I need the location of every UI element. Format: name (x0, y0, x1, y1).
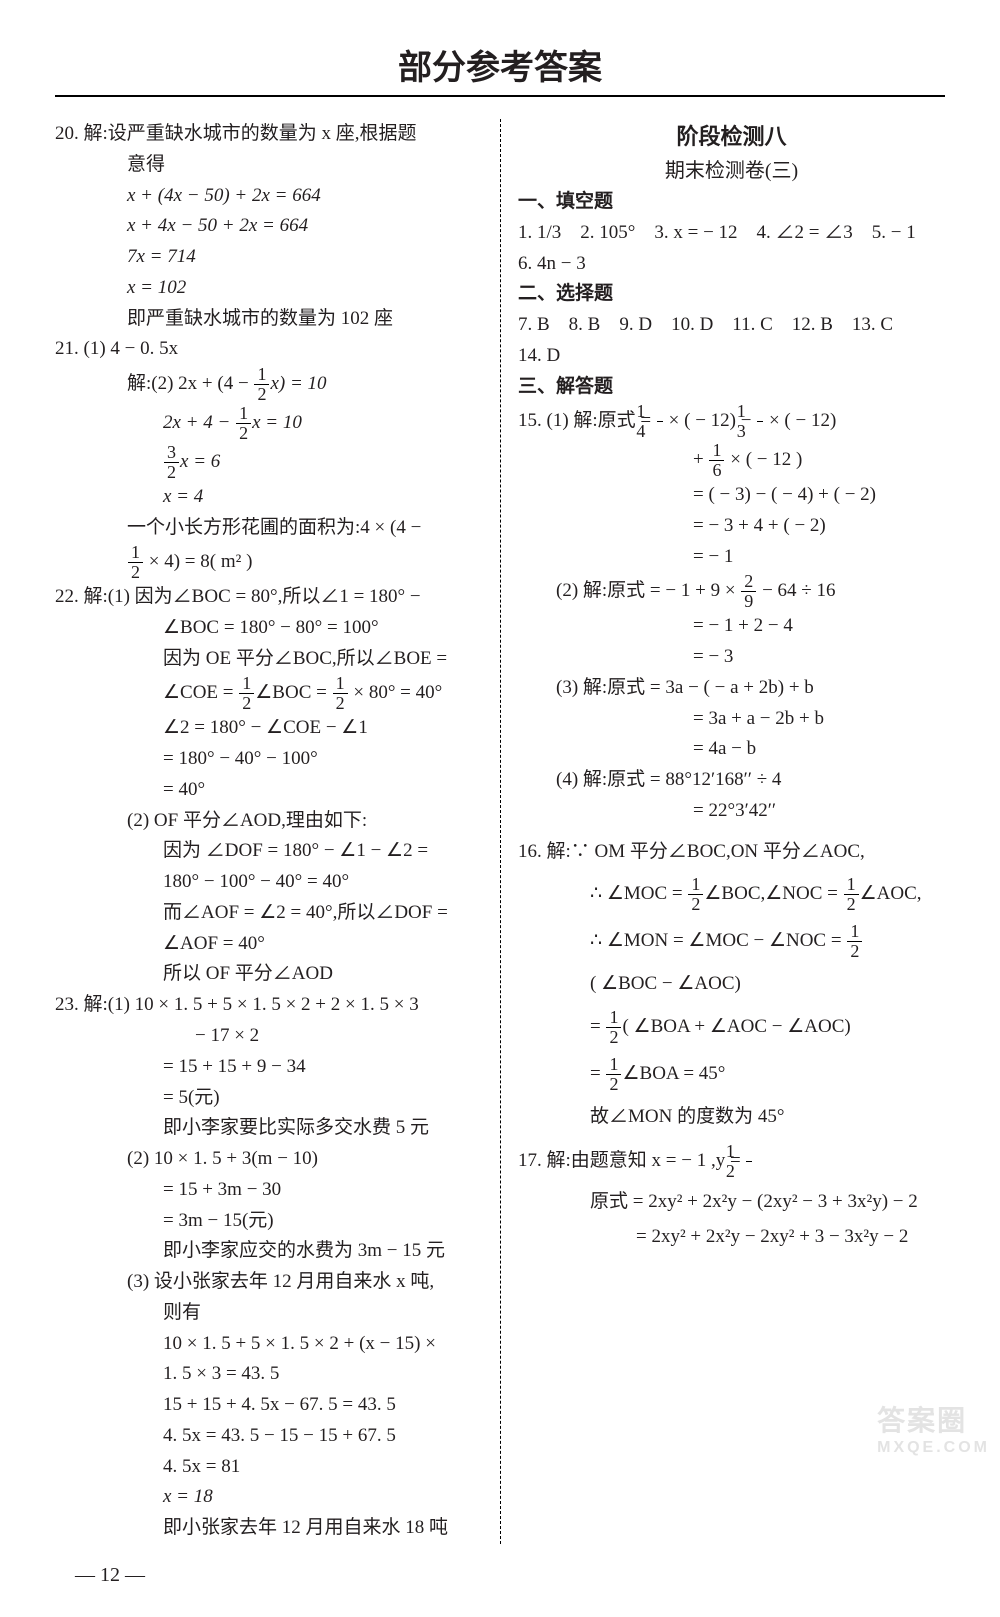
q16-l5: = 12( ∠BOA + ∠AOC − ∠AOC) (518, 1008, 945, 1047)
q16-l6: = 12∠BOA = 45° (518, 1055, 945, 1094)
q15-l8: = − 3 (518, 642, 945, 673)
q15-l11: = 4a − b (518, 734, 945, 765)
q16-l4: ( ∠BOC − ∠AOC) (518, 969, 945, 1000)
q20-l6: x = 102 (55, 273, 482, 304)
q23-l1b: − 17 × 2 (55, 1021, 482, 1052)
q20-l4: x + 4x − 50 + 2x = 664 (55, 211, 482, 242)
sec3-h: 三、解答题 (518, 372, 945, 403)
sec1-a: 1. 1/3 2. 105° 3. x = − 12 4. ∠2 = ∠3 5.… (518, 218, 945, 280)
q23-l8: 即小李家应交的水费为 3m − 15 元 (55, 1236, 482, 1267)
q23-l2: = 15 + 15 + 9 − 34 (55, 1052, 482, 1083)
q22-l6: = 180° − 40° − 100° (55, 744, 482, 775)
right-col: 阶段检测八 期末检测卷(三) 一、填空题 1. 1/3 2. 105° 3. x… (500, 119, 945, 1544)
q15-l2: + 16 × ( − 12 ) (518, 441, 945, 480)
q22-l7: = 40° (55, 775, 482, 806)
q22-l1: 22. 解:(1) 因为∠BOC = 80°,所以∠1 = 180° − (55, 582, 482, 613)
q23-l1: 23. 解:(1) 10 × 1. 5 + 5 × 1. 5 × 2 + 2 ×… (55, 990, 482, 1021)
q15-l1: 15. (1) 解:原式 = 14 × ( − 12) − 13 × ( − 1… (518, 402, 945, 441)
q20-l5: 7x = 714 (55, 242, 482, 273)
q23-l4: 即小李家要比实际多交水费 5 元 (55, 1113, 482, 1144)
q22-l9: 因为 ∠DOF = 180° − ∠1 − ∠2 = (55, 836, 482, 867)
stage-title: 阶段检测八 (518, 119, 945, 155)
q21-l5: x = 4 (55, 482, 482, 513)
q15-l12: (4) 解:原式 = 88°12′168′′ ÷ 4 (518, 765, 945, 796)
page-number: — 12 — (55, 1564, 945, 1587)
q23-l15: x = 18 (55, 1482, 482, 1513)
q22-l13: 所以 OF 平分∠AOD (55, 959, 482, 990)
q23-l9: (3) 设小张家去年 12 月用自来水 x 吨, (55, 1267, 482, 1298)
q17-l2: 原式 = 2xy² + 2x²y − (2xy² − 3 + 3x²y) − 2 (518, 1187, 945, 1218)
q16-l1: 16. 解:∵ OM 平分∠BOC,ON 平分∠AOC, (518, 837, 945, 868)
q22-l3: 因为 OE 平分∠BOC,所以∠BOE = (55, 644, 482, 675)
q20-l2: 意得 (55, 150, 482, 181)
q20-l3: x + (4x − 50) + 2x = 664 (55, 181, 482, 212)
q23-l6: = 15 + 3m − 30 (55, 1175, 482, 1206)
q22-l8: (2) OF 平分∠AOD,理由如下: (55, 806, 482, 837)
page-title: 部分参考答案 (55, 40, 945, 89)
q23-l14: 4. 5x = 81 (55, 1452, 482, 1483)
q20-l1: 20. 解:设严重缺水城市的数量为 x 座,根据题 (55, 119, 482, 150)
stage-sub: 期末检测卷(三) (518, 155, 945, 187)
q22-l4: ∠COE = 12∠BOC = 12 × 80° = 40° (55, 674, 482, 713)
q23-l5: (2) 10 × 1. 5 + 3(m − 10) (55, 1144, 482, 1175)
q21-l1: 21. (1) 4 − 0. 5x (55, 334, 482, 365)
sec1-h: 一、填空题 (518, 187, 945, 218)
q21-l2: 解:(2) 2x + (4 − 12x) = 10 (55, 365, 482, 404)
hr (55, 95, 945, 97)
q15-l4: = − 3 + 4 + ( − 2) (518, 511, 945, 542)
q15-l10: = 3a + a − 2b + b (518, 704, 945, 735)
q15-l7: = − 1 + 2 − 4 (518, 611, 945, 642)
col-divider (500, 119, 501, 1544)
q17-l1: 17. 解:由题意知 x = − 1 ,y = 12 (518, 1142, 945, 1181)
q23-l10: 则有 (55, 1298, 482, 1329)
q15-l5: = − 1 (518, 542, 945, 573)
q23-l12: 15 + 15 + 4. 5x − 67. 5 = 43. 5 (55, 1390, 482, 1421)
sec2-b: 14. D (518, 341, 945, 372)
q23-l11: 10 × 1. 5 + 5 × 1. 5 × 2 + (x − 15) × (55, 1329, 482, 1360)
q23-l13: 4. 5x = 43. 5 − 15 − 15 + 67. 5 (55, 1421, 482, 1452)
q15-l6: (2) 解:原式 = − 1 + 9 × 29 − 64 ÷ 16 (518, 572, 945, 611)
q15-l9: (3) 解:原式 = 3a − ( − a + 2b) + b (518, 673, 945, 704)
q20-l7: 即严重缺水城市的数量为 102 座 (55, 304, 482, 335)
q22-l10: 180° − 100° − 40° = 40° (55, 867, 482, 898)
q21-l4: 32x = 6 (55, 443, 482, 482)
left-col: 20. 解:设严重缺水城市的数量为 x 座,根据题 意得 x + (4x − 5… (55, 119, 500, 1544)
q23-l16: 即小张家去年 12 月用自来水 18 吨 (55, 1513, 482, 1544)
q23-l7: = 3m − 15(元) (55, 1206, 482, 1237)
sec2-h: 二、选择题 (518, 279, 945, 310)
q23-l3: = 5(元) (55, 1083, 482, 1114)
q21-l7: 12 × 4) = 8( m² ) (55, 543, 482, 582)
q17-l3: = 2xy² + 2x²y − 2xy² + 3 − 3x²y − 2 (518, 1222, 945, 1253)
q22-l12: ∠AOF = 40° (55, 929, 482, 960)
q15-l3: = ( − 3) − ( − 4) + ( − 2) (518, 480, 945, 511)
q21-l6: 一个小长方形花圃的面积为:4 × (4 − (55, 513, 482, 544)
q22-l5: ∠2 = 180° − ∠COE − ∠1 (55, 713, 482, 744)
q23-l11b: 1. 5 × 3 = 43. 5 (55, 1359, 482, 1390)
q15-l13: = 22°3′42′′ (518, 796, 945, 827)
q22-l11: 而∠AOF = ∠2 = 40°,所以∠DOF = (55, 898, 482, 929)
q22-l2: ∠BOC = 180° − 80° = 100° (55, 613, 482, 644)
sec2-a: 7. B 8. B 9. D 10. D 11. C 12. B 13. C (518, 310, 945, 341)
q21-l3: 2x + 4 − 12x = 10 (55, 404, 482, 443)
q16-l7: 故∠MON 的度数为 45° (518, 1102, 945, 1133)
q16-l2: ∴ ∠MOC = 12∠BOC,∠NOC = 12∠AOC, (518, 875, 945, 914)
q16-l3: ∴ ∠MON = ∠MOC − ∠NOC = 12 (518, 922, 945, 961)
